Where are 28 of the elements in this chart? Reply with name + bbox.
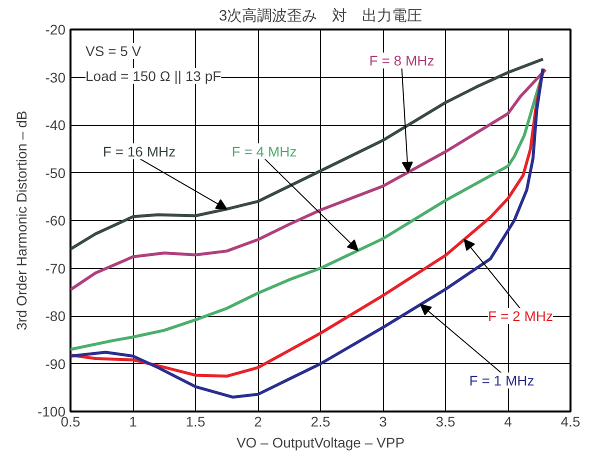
- x-tick-label: 4.5: [560, 414, 580, 430]
- y-tick-label: -80: [45, 308, 66, 324]
- x-tick-label: 4: [504, 414, 512, 430]
- text: F = 4 MHz: [232, 143, 297, 160]
- line-series: [70, 68, 547, 292]
- y-tick-label: -70: [45, 260, 66, 276]
- x-tick-label: 2: [254, 414, 262, 430]
- y-tick-label: -40: [45, 117, 66, 133]
- x-tick-label: 1.5: [186, 414, 206, 430]
- text: F = 1 MHz: [469, 372, 534, 388]
- annotation: VS = 5 V: [86, 42, 142, 59]
- line-series: [70, 58, 544, 251]
- y-tick-label: -60: [45, 212, 66, 228]
- y-tick-label: -90: [45, 356, 66, 372]
- y-tick-label: -30: [45, 69, 66, 86]
- y-tick-label: -20: [45, 22, 66, 38]
- x-tick-label: 3: [379, 414, 388, 430]
- y-axis-title: 3rd Order Harmonic Distortion – dB: [13, 110, 30, 330]
- text: F = 16 MHz: [102, 143, 176, 160]
- x-tick-label: 2.5: [310, 414, 330, 430]
- annotation: Load = 150 Ω || 13 pF: [86, 68, 222, 84]
- text: F = 8 MHz: [369, 52, 434, 69]
- x-axis-title: VO – OutputVoltage – VPP: [236, 434, 405, 450]
- x-tick-label: 1: [129, 414, 138, 430]
- x-tick-label: 3.5: [436, 414, 456, 430]
- y-tick-label: -50: [45, 164, 66, 181]
- text: F = 2 MHz: [488, 308, 553, 324]
- chart-title: 3次高調波歪み 対 出力電圧: [218, 8, 422, 24]
